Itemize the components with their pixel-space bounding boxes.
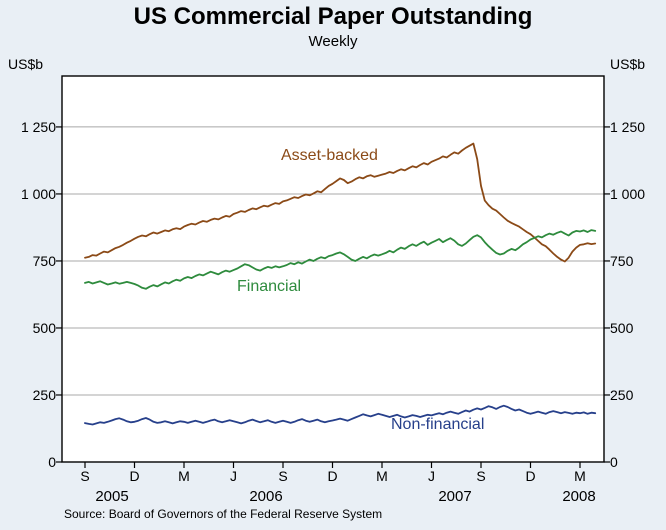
x-axis-tick-label: J xyxy=(428,468,435,484)
series-line-asset-backed xyxy=(84,142,597,263)
y-axis-tick-label-left: 250 xyxy=(32,386,56,403)
x-axis-year-label: 2005 xyxy=(95,488,129,505)
y-axis-tick-label-right: 750 xyxy=(610,252,634,269)
x-axis-tick-label: S xyxy=(278,468,288,484)
y-axis-unit-left: US$b xyxy=(8,56,44,72)
source-note: Source: Board of Governors of the Federa… xyxy=(64,507,383,521)
y-axis-unit-right: US$b xyxy=(610,56,646,72)
y-axis-tick-label-left: 1 250 xyxy=(20,118,56,135)
series-label-financial: Financial xyxy=(237,278,302,295)
y-axis-tick-label-right: 250 xyxy=(610,386,634,403)
y-axis-tick-label-left: 750 xyxy=(32,252,56,269)
series-line-financial xyxy=(84,229,597,290)
y-axis-tick-label-left: 0 xyxy=(48,454,56,470)
x-axis-tick-label: S xyxy=(80,468,90,484)
y-axis-tick-label-left: 1 000 xyxy=(20,185,56,202)
x-axis-tick-label: D xyxy=(327,468,338,484)
x-axis-tick-label: M xyxy=(178,468,190,484)
y-axis-tick-label-right: 500 xyxy=(610,319,634,336)
x-axis-tick-label: M xyxy=(376,468,388,484)
x-axis-year-label: 2007 xyxy=(438,488,472,505)
plot-background xyxy=(62,76,604,462)
x-axis-year-label: 2008 xyxy=(562,488,596,505)
chart-subtitle: Weekly xyxy=(308,33,358,50)
y-axis-tick-label-right: 1 250 xyxy=(610,118,646,135)
x-axis-tick-label: M xyxy=(574,468,586,484)
series-label-asset-backed: Asset-backed xyxy=(281,147,378,164)
series-label-non-financial: Non-financial xyxy=(391,416,485,433)
x-axis-tick-label: J xyxy=(230,468,237,484)
y-axis-tick-label-right: 1 000 xyxy=(610,185,646,202)
x-axis-tick-label: D xyxy=(129,468,140,484)
y-axis-tick-label-right: 0 xyxy=(610,454,618,470)
y-axis-tick-label-left: 500 xyxy=(32,319,56,336)
series-line-non-financial xyxy=(84,404,597,426)
x-axis-tick-label: D xyxy=(525,468,536,484)
chart-title: US Commercial Paper Outstanding xyxy=(133,3,533,30)
x-axis-year-label: 2006 xyxy=(249,488,283,505)
x-axis-tick-label: S xyxy=(476,468,486,484)
